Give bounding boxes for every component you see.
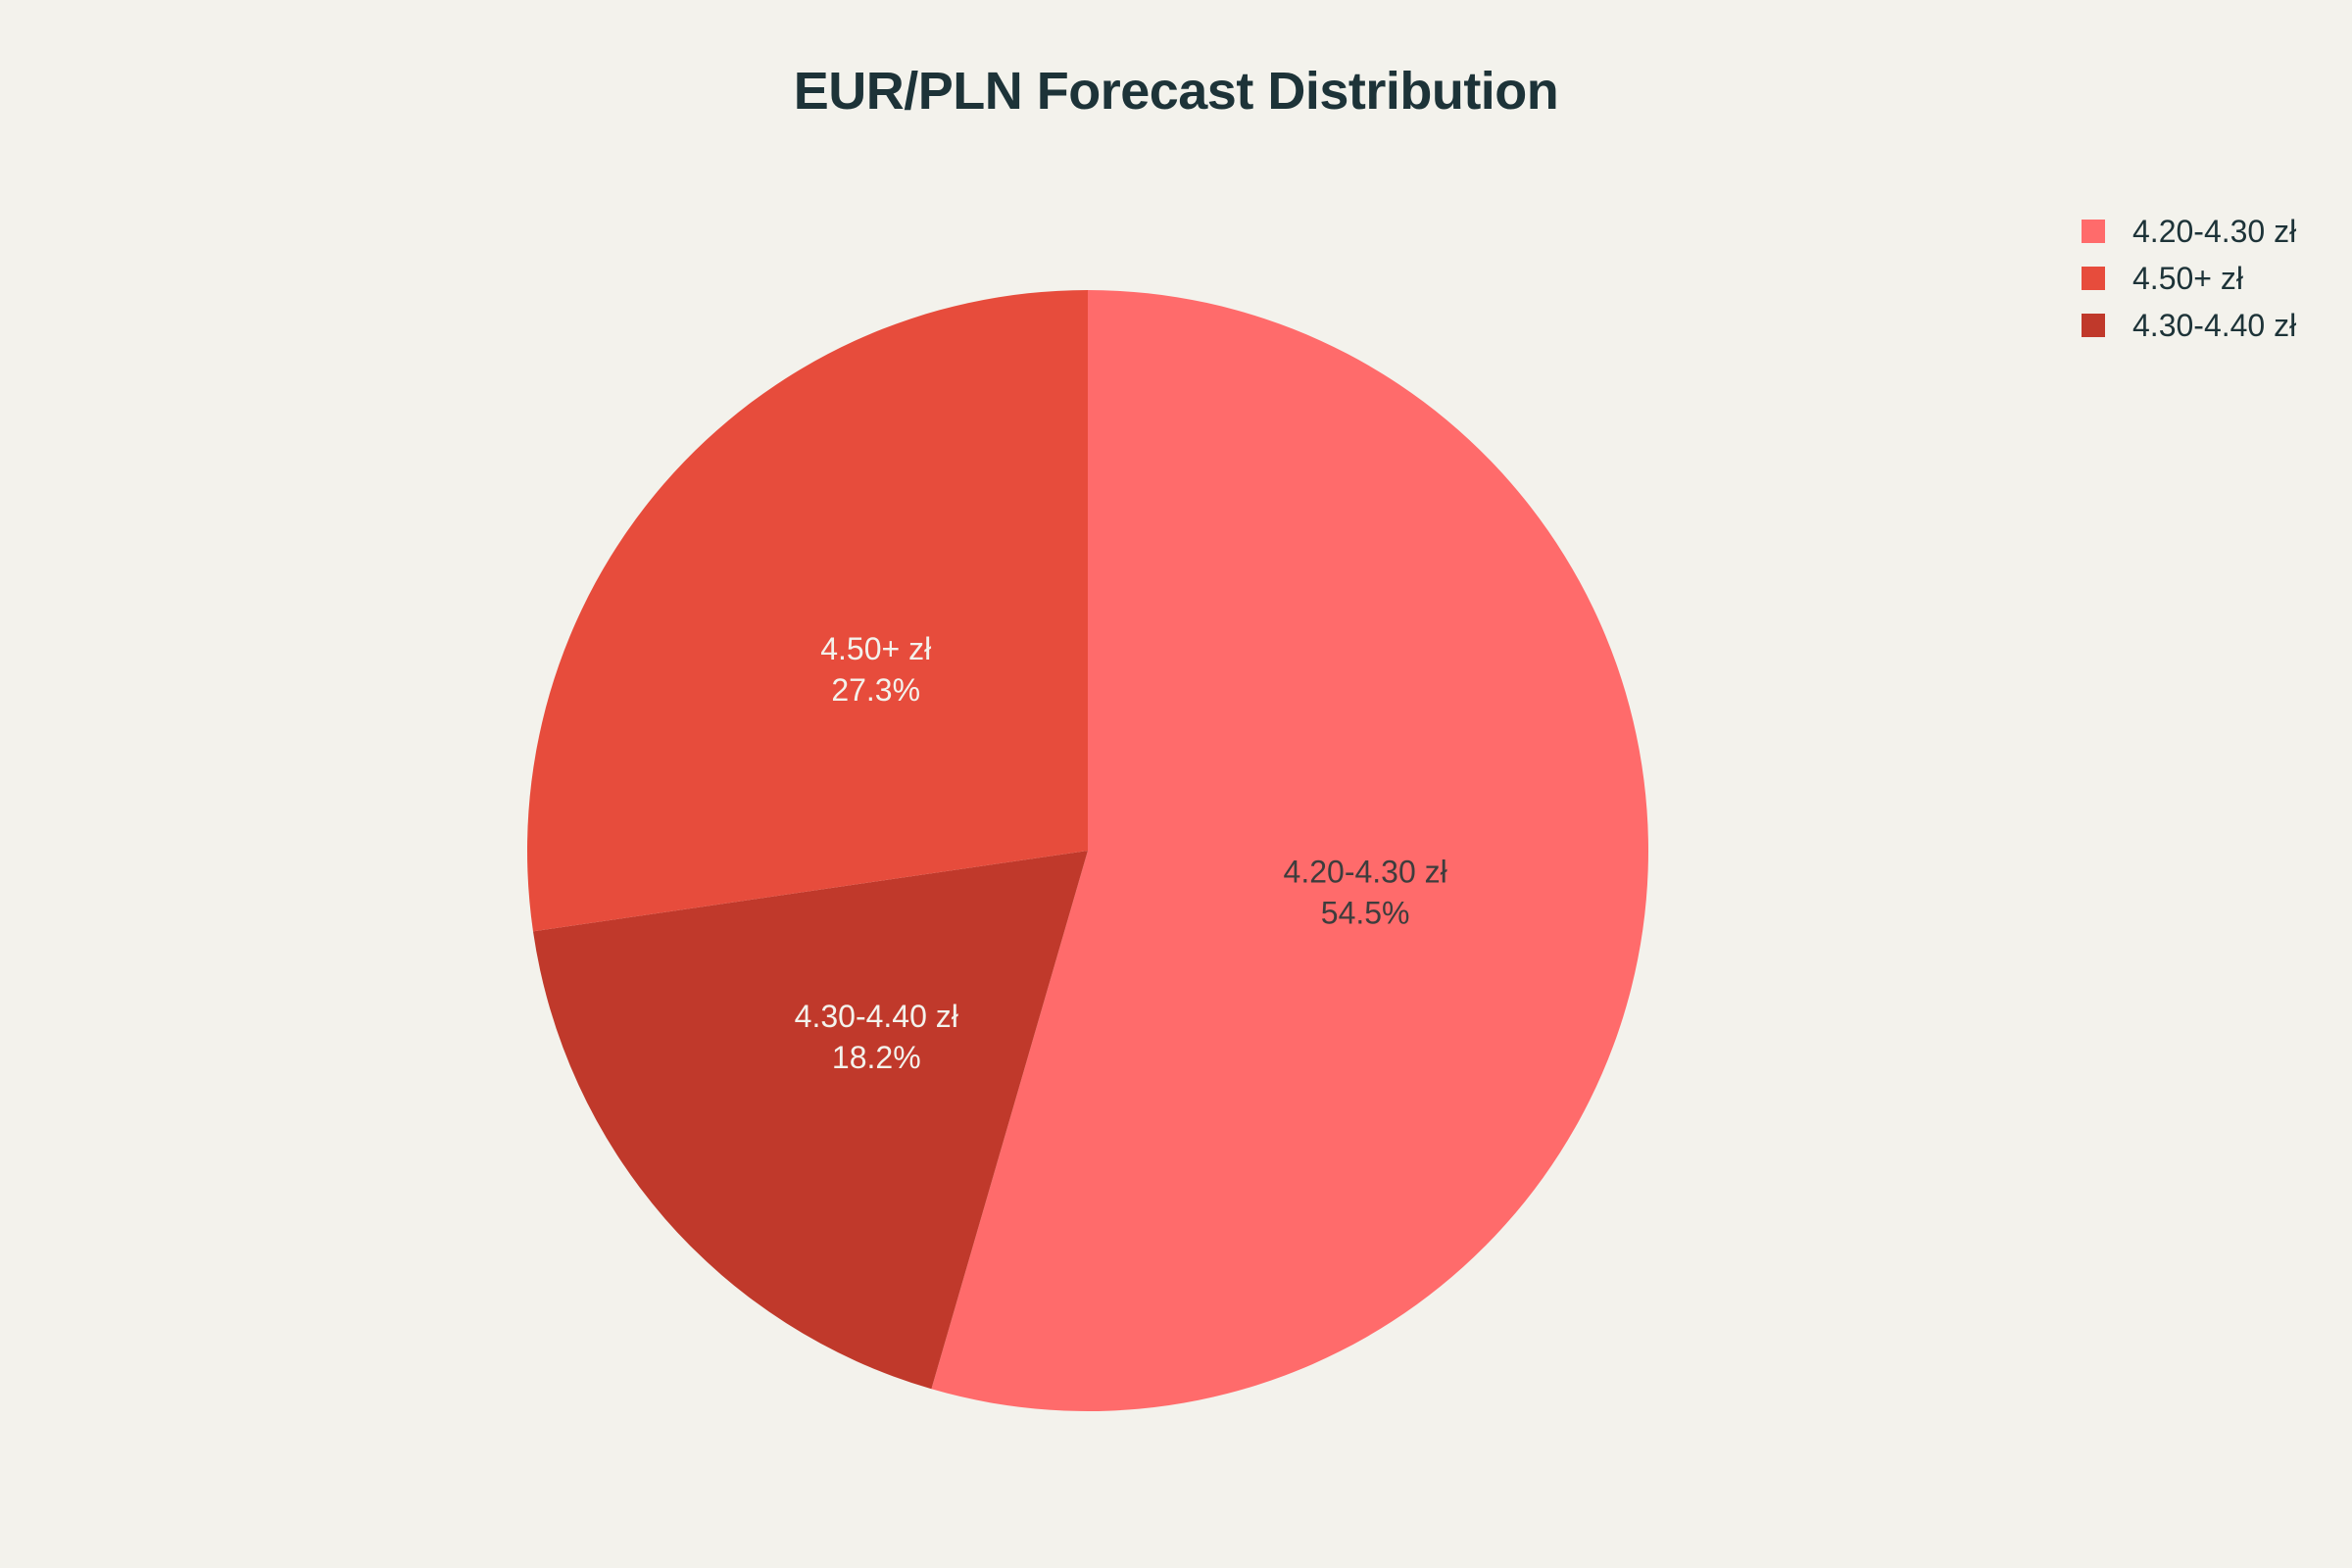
legend-item[interactable]: 4.30-4.40 zł <box>2082 302 2296 349</box>
pie-slice[interactable] <box>527 290 1088 932</box>
legend-swatch <box>2082 267 2105 290</box>
chart-title: EUR/PLN Forecast Distribution <box>793 62 1559 121</box>
pie-slice[interactable] <box>532 851 1088 1390</box>
slice-percent-label: 18.2% <box>832 1040 921 1075</box>
legend-label: 4.30-4.40 zł <box>2132 307 2297 343</box>
pie-slice[interactable] <box>931 290 1649 1411</box>
chart-legend: 4.20-4.30 zł 4.50+ zł 4.30-4.40 zł <box>2082 208 2296 349</box>
slice-label: 4.50+ zł <box>820 631 931 666</box>
slice-percent-label: 27.3% <box>831 672 920 708</box>
legend-label: 4.20-4.30 zł <box>2132 213 2297 249</box>
legend-item[interactable]: 4.20-4.30 zł <box>2082 208 2296 255</box>
slice-label: 4.20-4.30 zł <box>1284 854 1447 889</box>
slice-percent-label: 54.5% <box>1321 895 1410 930</box>
slice-label: 4.30-4.40 zł <box>795 999 958 1034</box>
legend-item[interactable]: 4.50+ zł <box>2082 255 2296 302</box>
legend-label: 4.50+ zł <box>2132 260 2243 296</box>
legend-swatch <box>2082 314 2105 337</box>
legend-swatch <box>2082 220 2105 243</box>
